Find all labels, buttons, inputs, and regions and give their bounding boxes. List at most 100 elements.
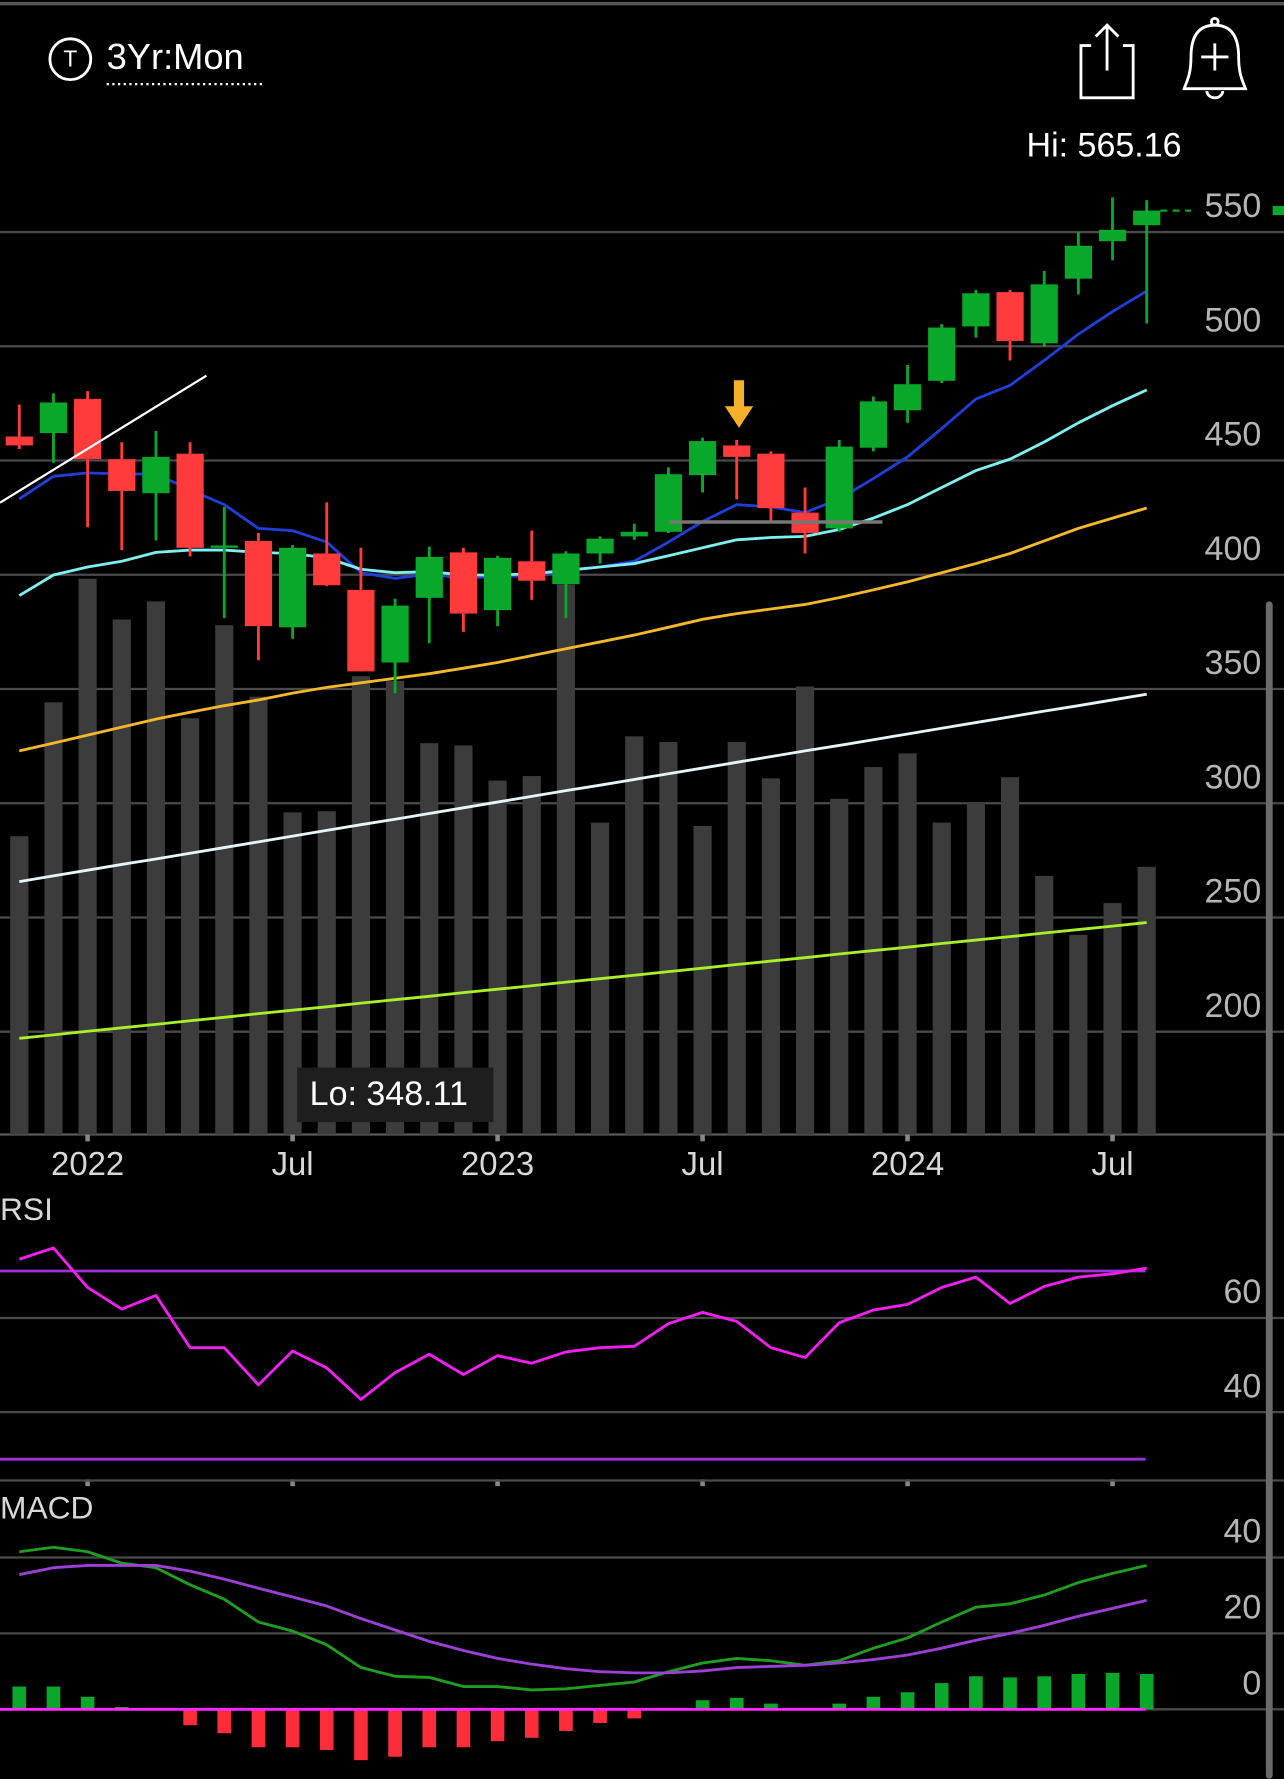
- ticker-icon-letter: T: [63, 45, 77, 71]
- overlay-layer: [0, 289, 1148, 1711]
- candle-body: [586, 538, 614, 554]
- volume-bar: [78, 578, 97, 1135]
- y-tick-label: 450: [1205, 416, 1262, 454]
- candle-body: [757, 453, 785, 509]
- histogram-bar: [1139, 1674, 1154, 1710]
- candle-body: [1064, 245, 1092, 279]
- rsi-line: [18, 1246, 1147, 1401]
- bell-top: [1209, 16, 1220, 27]
- candle-body: [518, 561, 546, 581]
- volume-bar: [386, 680, 405, 1135]
- moving-average-line: [18, 506, 1148, 753]
- share-box: [1079, 44, 1135, 100]
- candle-body: [39, 402, 68, 434]
- volume-bar: [488, 780, 507, 1135]
- bell-clapper: [1205, 90, 1225, 100]
- volume-bar: [420, 743, 439, 1135]
- histogram-bar: [729, 1697, 744, 1710]
- volume-bar: [283, 812, 302, 1135]
- candle-body: [893, 384, 922, 411]
- event-arrow: [724, 380, 754, 428]
- candle-body: [176, 453, 204, 548]
- histogram-bar: [832, 1703, 847, 1710]
- low-annotation: Lo: 348.11: [310, 1075, 468, 1113]
- candle-body: [723, 445, 751, 457]
- histogram-bar: [456, 1709, 471, 1748]
- histogram-bar: [251, 1709, 266, 1748]
- candle-body: [313, 553, 341, 586]
- candle-body: [928, 327, 956, 381]
- candle-body: [108, 459, 136, 491]
- x-tick-label: 2023: [461, 1145, 534, 1182]
- volume-bar: [659, 742, 678, 1135]
- candle-body: [278, 547, 307, 628]
- low-annotation-box: [297, 1067, 494, 1123]
- volume-bar: [10, 836, 29, 1135]
- volume-bar: [44, 702, 63, 1135]
- histogram-bar: [559, 1709, 573, 1731]
- volume-bar: [522, 776, 541, 1135]
- candle-body: [1133, 210, 1161, 226]
- y-tick-label: 40: [1223, 1513, 1261, 1551]
- volume-layer: [10, 578, 1156, 1761]
- x-tick-label: Jul: [272, 1145, 314, 1182]
- volume-bar: [454, 745, 473, 1135]
- y-tick-label: 350: [1205, 644, 1262, 682]
- range-selector[interactable]: T 3Yr:Mon: [48, 36, 265, 86]
- volume-bar: [761, 778, 780, 1135]
- y-tick-label: 550: [1205, 187, 1262, 225]
- moving-average-line: [19, 921, 1147, 1040]
- panel-title: MACD: [0, 1489, 93, 1525]
- candle-body: [552, 553, 580, 585]
- ticker-icon: [48, 37, 93, 82]
- candle-body: [483, 557, 512, 611]
- y-tick-label: 40: [1223, 1367, 1261, 1405]
- y-tick-label: 400: [1205, 530, 1262, 568]
- volume-bar: [898, 753, 917, 1135]
- histogram-bar: [490, 1709, 505, 1742]
- histogram-bar: [866, 1696, 881, 1710]
- y-tick-label: 20: [1223, 1589, 1261, 1627]
- histogram-bar: [1071, 1674, 1086, 1710]
- share-button[interactable]: [1079, 23, 1135, 100]
- histogram-bar: [388, 1709, 402, 1757]
- macd-line: [19, 1545, 1148, 1692]
- histogram-bar: [969, 1676, 983, 1710]
- histogram-bar: [217, 1709, 232, 1734]
- volume-bar: [1000, 777, 1020, 1135]
- histogram-bar: [183, 1709, 197, 1726]
- candle-body: [449, 552, 478, 614]
- y-tick-label: 60: [1223, 1273, 1261, 1311]
- panel-title: RSI: [0, 1191, 53, 1227]
- candle-body: [1098, 229, 1127, 242]
- y-tick-label: 0: [1242, 1664, 1261, 1702]
- histogram-bar: [764, 1703, 778, 1710]
- share-arrow: [1094, 23, 1120, 71]
- histogram-bar: [80, 1696, 95, 1710]
- volume-bar: [932, 822, 951, 1135]
- histogram-bar: [12, 1686, 27, 1710]
- histogram-bar: [934, 1683, 949, 1710]
- volume-bar: [830, 798, 849, 1135]
- histogram-bar: [695, 1700, 710, 1710]
- volume-bar: [966, 802, 985, 1135]
- histogram-bar: [46, 1686, 61, 1710]
- candle-body: [996, 292, 1024, 342]
- histogram-bar: [593, 1709, 607, 1723]
- candle-body: [620, 531, 648, 537]
- volume-bar: [625, 736, 644, 1135]
- x-tick-label: 2022: [51, 1145, 124, 1182]
- bell-plus: [1201, 43, 1229, 71]
- last-price-tag: [1272, 206, 1284, 216]
- histogram-bar: [627, 1709, 642, 1719]
- alert-button[interactable]: [1182, 16, 1248, 100]
- volume-bar: [556, 584, 575, 1135]
- volume-bar: [112, 619, 131, 1135]
- histogram-bar: [1105, 1672, 1120, 1710]
- volume-bar: [351, 676, 371, 1135]
- histogram-bar: [900, 1692, 915, 1710]
- candle-body: [381, 605, 409, 663]
